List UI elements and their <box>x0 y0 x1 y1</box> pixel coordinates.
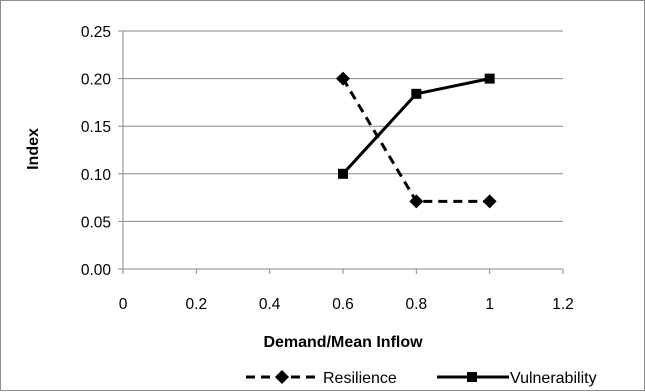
legend: Resilience Vulnerability <box>246 370 597 387</box>
x-tick-label: 0.6 <box>332 296 354 313</box>
y-tick-label: 0.00 <box>81 262 112 279</box>
legend-item-vulnerability: Vulnerability <box>437 370 597 387</box>
y-tick-label: 0.15 <box>81 119 111 136</box>
x-axis-title: Demand/Mean Inflow <box>263 334 423 351</box>
x-tick-label: 1.2 <box>552 296 574 313</box>
vulnerability-point <box>484 73 495 84</box>
resilience-point <box>482 194 497 209</box>
legend-marker-resilience <box>275 370 289 384</box>
series-resilience <box>336 71 497 209</box>
y-tick-label: 0.25 <box>81 24 111 41</box>
y-tick-label: 0.10 <box>81 167 112 184</box>
legend-label-vulnerability: Vulnerability <box>510 370 597 387</box>
y-tick-label: 0.20 <box>81 72 112 89</box>
resilience-point <box>336 71 350 86</box>
y-tick-label: 0.05 <box>81 214 111 231</box>
x-tick-label: 1 <box>485 296 494 313</box>
x-tick-label: 0.4 <box>259 296 281 313</box>
legend-item-resilience: Resilience <box>246 370 397 387</box>
tick-labels: 0.00 0.05 0.10 0.15 0.20 0.25 0 0.2 0.4 0.6 0.8 1 1.… <box>81 24 574 313</box>
legend-label-resilience: Resilience <box>323 370 397 387</box>
axes <box>118 30 564 274</box>
x-tick-label: 0.2 <box>186 296 208 313</box>
resilience-point <box>409 194 424 209</box>
x-tick-label: 0 <box>119 296 128 313</box>
series-vulnerability <box>338 73 495 179</box>
vulnerability-point <box>338 168 348 179</box>
y-axis-title: Index <box>25 128 42 170</box>
series <box>336 71 497 209</box>
x-tick-label: 0.8 <box>406 296 428 313</box>
gridlines <box>123 30 563 222</box>
vulnerability-point <box>411 88 422 99</box>
legend-marker-vulnerability <box>467 372 477 382</box>
